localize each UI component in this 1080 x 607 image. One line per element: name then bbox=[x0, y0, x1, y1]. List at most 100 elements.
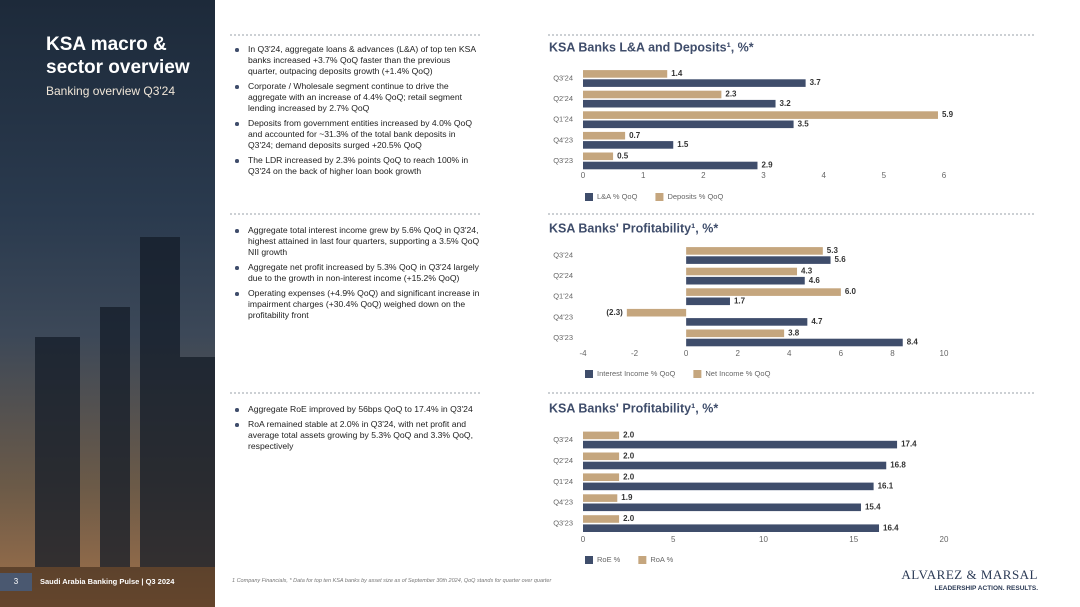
building bbox=[180, 357, 215, 567]
bullet-list: Aggregate total interest income grew by … bbox=[232, 225, 480, 325]
value-label: 8.4 bbox=[907, 338, 919, 347]
footnote: 1 Company Financials, * Data for top ten… bbox=[232, 578, 552, 584]
bar bbox=[583, 141, 674, 149]
bar bbox=[626, 308, 687, 317]
legend-label: L&A % QoQ bbox=[597, 192, 638, 201]
bar bbox=[583, 90, 722, 99]
bullet-list: In Q3'24, aggregate loans & advances (L&… bbox=[232, 44, 480, 181]
chart-title: KSA Banks L&A and Deposits¹, %* bbox=[549, 40, 754, 54]
value-label: 5.9 bbox=[942, 110, 954, 119]
x-tick-label: 4 bbox=[787, 349, 792, 358]
legend-label: RoE % bbox=[597, 555, 621, 564]
bar bbox=[583, 152, 614, 161]
report-name: Saudi Arabia Banking Pulse | Q3 2024 bbox=[40, 577, 175, 586]
value-label: 4.7 bbox=[811, 317, 823, 326]
value-label: 16.4 bbox=[883, 523, 899, 532]
bar bbox=[686, 247, 823, 255]
category-label: Q2'24 bbox=[553, 271, 573, 280]
page-number: 3 bbox=[0, 573, 32, 591]
x-tick-label: 8 bbox=[890, 349, 895, 358]
chart-title: KSA Banks' Profitability¹, %* bbox=[549, 221, 718, 235]
bar bbox=[583, 461, 887, 470]
x-tick-label: -4 bbox=[579, 349, 587, 358]
building bbox=[140, 237, 180, 567]
category-label: Q2'24 bbox=[553, 456, 573, 465]
value-label: 4.6 bbox=[809, 276, 821, 285]
value-label: 4.3 bbox=[801, 267, 813, 276]
x-tick-label: 10 bbox=[759, 535, 768, 544]
separators bbox=[230, 34, 1035, 394]
category-label: Q1'24 bbox=[553, 115, 573, 124]
category-label: Q3'23 bbox=[553, 519, 573, 528]
x-tick-label: 0 bbox=[581, 171, 586, 180]
bar bbox=[583, 515, 620, 523]
x-tick-label: 0 bbox=[581, 535, 586, 544]
bar bbox=[583, 524, 880, 532]
bar bbox=[686, 297, 730, 306]
category-label: Q3'23 bbox=[553, 156, 573, 165]
bar bbox=[583, 473, 620, 481]
x-tick-label: 2 bbox=[735, 349, 740, 358]
value-label: 6.0 bbox=[845, 287, 857, 296]
bar bbox=[583, 79, 806, 87]
category-label: Q4'23 bbox=[553, 135, 573, 144]
value-label: 17.4 bbox=[901, 440, 917, 449]
bar bbox=[686, 267, 798, 276]
value-label: 3.5 bbox=[798, 119, 810, 128]
x-tick-label: 5 bbox=[671, 535, 676, 544]
legend-swatch bbox=[585, 370, 593, 378]
legend-label: Interest Income % QoQ bbox=[597, 369, 676, 378]
bar bbox=[583, 99, 776, 108]
value-label: 2.0 bbox=[623, 431, 635, 440]
value-label: 1.4 bbox=[671, 69, 683, 78]
value-label: 5.6 bbox=[835, 255, 847, 264]
sidebar-title: KSA macro & sector overview bbox=[46, 34, 190, 78]
bar bbox=[583, 131, 626, 140]
sidebar: KSA macro & sector overview Banking over… bbox=[0, 0, 215, 607]
x-tick-label: 6 bbox=[839, 349, 844, 358]
category-label: Q1'24 bbox=[553, 292, 573, 301]
value-label: 1.7 bbox=[734, 296, 746, 305]
category-label: Q4'23 bbox=[553, 312, 573, 321]
category-label: Q3'24 bbox=[553, 250, 573, 259]
value-label: 2.0 bbox=[623, 514, 635, 523]
bar bbox=[583, 440, 898, 449]
category-label: Q3'23 bbox=[553, 333, 573, 342]
value-label: 5.3 bbox=[827, 246, 839, 255]
value-label: 3.7 bbox=[810, 78, 822, 87]
bar bbox=[686, 276, 805, 285]
category-label: Q3'24 bbox=[553, 73, 573, 82]
value-label: 1.5 bbox=[677, 140, 689, 149]
value-label: 0.5 bbox=[617, 151, 629, 160]
bullet-list: Aggregate RoE improved by 56bps QoQ to 1… bbox=[232, 404, 480, 456]
legend-label: Deposits % QoQ bbox=[667, 192, 723, 201]
value-label: 0.7 bbox=[629, 131, 641, 140]
bar bbox=[583, 111, 938, 119]
x-tick-label: 15 bbox=[849, 535, 858, 544]
x-tick-label: 6 bbox=[942, 171, 947, 180]
category-label: Q1'24 bbox=[553, 477, 573, 486]
bar bbox=[583, 431, 620, 440]
legend-swatch bbox=[585, 556, 593, 564]
logo: ALVAREZ & MARSAL bbox=[901, 567, 1038, 582]
bullet: Aggregate RoE improved by 56bps QoQ to 1… bbox=[232, 404, 480, 415]
bullet: Aggregate net profit increased by 5.3% Q… bbox=[232, 262, 480, 284]
bar bbox=[583, 482, 874, 491]
legend-swatch bbox=[638, 556, 647, 564]
value-label: 16.8 bbox=[890, 461, 906, 470]
chart-title: KSA Banks' Profitability¹, %* bbox=[549, 401, 718, 415]
bar bbox=[686, 256, 831, 264]
x-tick-label: -2 bbox=[631, 349, 639, 358]
category-label: Q4'23 bbox=[553, 498, 573, 507]
bar bbox=[583, 452, 620, 461]
bullet: In Q3'24, aggregate loans & advances (L&… bbox=[232, 44, 480, 77]
value-label: 3.2 bbox=[780, 99, 792, 108]
legend-label: Net Income % QoQ bbox=[705, 369, 770, 378]
legend-swatch bbox=[693, 370, 702, 378]
bar bbox=[686, 338, 903, 347]
building bbox=[100, 307, 130, 567]
legend-swatch bbox=[655, 193, 664, 201]
x-tick-label: 2 bbox=[701, 171, 706, 180]
